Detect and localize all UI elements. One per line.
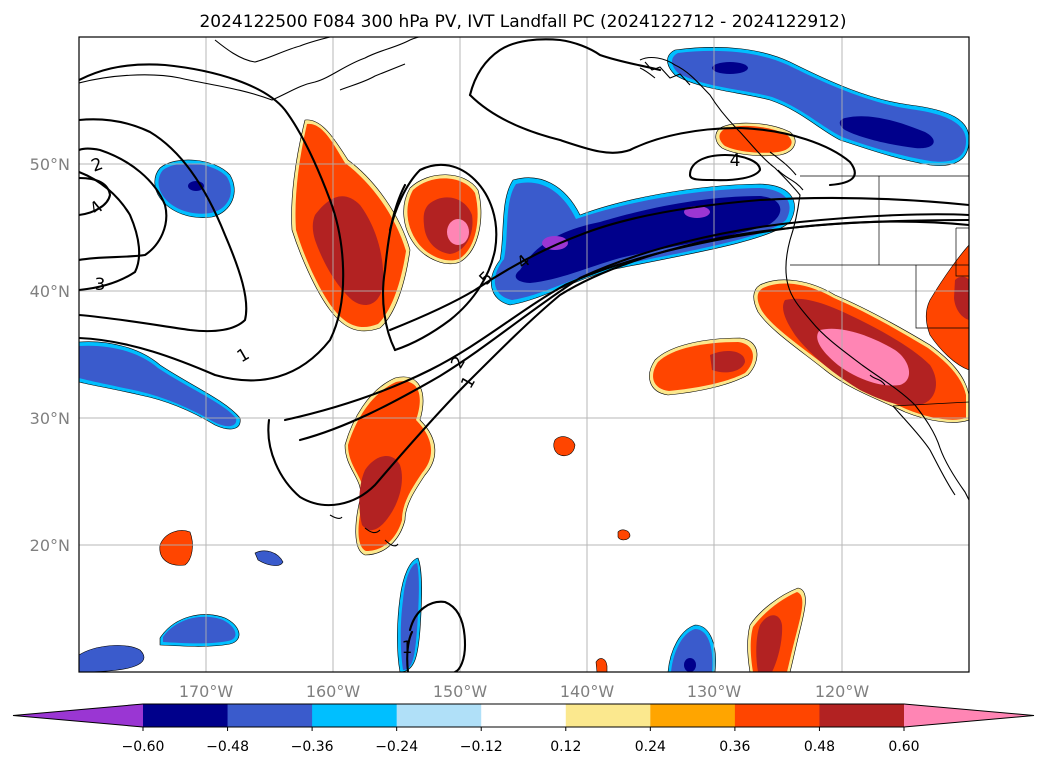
contour-2-west xyxy=(79,147,168,262)
colorbar-bin xyxy=(227,704,313,727)
negative-pv-regions xyxy=(79,47,969,672)
positive-pv-regions xyxy=(159,119,969,672)
contour-1-outer xyxy=(79,63,345,382)
negative-south-blue xyxy=(400,563,419,670)
negative-far-southwest-blue xyxy=(79,645,145,672)
positive-hawaii-darkred xyxy=(359,455,402,531)
colorbar-extend-high xyxy=(904,704,1034,727)
contour-jet-5 xyxy=(388,196,969,332)
positive-offshore-darkred xyxy=(710,350,745,373)
positive-small-2 xyxy=(553,436,576,456)
colorbar-bin xyxy=(650,704,736,727)
x-tick-label: 120°W xyxy=(815,682,870,701)
positive-small-4 xyxy=(595,658,608,672)
colorbar-extend-low xyxy=(13,704,143,727)
contour-south-inner xyxy=(406,630,414,672)
contour-jet-2 xyxy=(298,213,969,442)
colorbar-bin xyxy=(734,704,820,727)
contour-label: 4 xyxy=(730,151,741,171)
negative-small-1 xyxy=(254,550,284,566)
negative-jet-band-purple2 xyxy=(684,206,710,218)
contour-4-ne xyxy=(688,153,762,182)
borders xyxy=(790,175,969,407)
gridlines xyxy=(79,37,969,672)
contour-1-central-loop xyxy=(382,183,407,352)
colorbar-bin xyxy=(143,704,229,727)
x-tick-label: 140°W xyxy=(560,682,615,701)
contour-south-loop xyxy=(408,600,467,672)
map-frame xyxy=(78,36,970,673)
pv-contours xyxy=(79,38,969,672)
colorbar-tick-label: 0.36 xyxy=(719,739,750,755)
negative-jet-band-purple1 xyxy=(542,236,568,250)
x-tick-label: 130°W xyxy=(687,682,742,701)
positive-vancouver-red xyxy=(719,125,792,153)
y-tick-label: 20°N xyxy=(30,536,70,555)
colorbar-tick-label: 0.24 xyxy=(635,739,666,755)
colorbar-tick-label: −0.36 xyxy=(291,739,334,755)
contour-label: 3 xyxy=(95,275,106,295)
negative-gulf-alaska-navy2 xyxy=(839,116,934,149)
positive-north-central-pink xyxy=(447,219,469,245)
colorbar-bin xyxy=(819,704,905,727)
negative-south-east-blue xyxy=(671,629,713,672)
y-tick-label: 30°N xyxy=(30,409,70,428)
y-axis-ticks: 20°N 30°N 40°N 50°N xyxy=(30,155,70,555)
x-axis-ticks: 170°W 160°W 150°W 140°W 130°W 120°W xyxy=(179,682,870,701)
colorbar: −0.60 −0.48 −0.36 −0.24 −0.12 0.12 0.24 0.36 0.4… xyxy=(12,703,1035,755)
contour-3-west xyxy=(79,170,141,292)
negative-south-east-navy xyxy=(684,658,696,672)
colorbar-tick-label: 0.48 xyxy=(804,739,835,755)
positive-west-small xyxy=(159,530,193,566)
positive-west-central-darkred xyxy=(312,196,384,305)
contour-1-inner xyxy=(79,118,248,333)
y-tick-label: 40°N xyxy=(30,282,70,301)
x-tick-label: 150°W xyxy=(433,682,488,701)
positive-southeast-darkred xyxy=(756,615,783,672)
negative-west-south-blue xyxy=(79,345,237,427)
colorbar-tick-label: −0.48 xyxy=(206,739,249,755)
negative-south-west-blue xyxy=(163,616,236,644)
x-tick-label: 170°W xyxy=(179,682,234,701)
negative-gulf-alaska-navy1 xyxy=(712,62,748,74)
contour-4-west xyxy=(79,176,112,217)
colorbar-bin xyxy=(396,704,482,727)
colorbar-tick-label: 0.60 xyxy=(888,739,919,755)
colorbar-bin xyxy=(481,704,567,727)
positive-california-pink xyxy=(817,328,910,386)
y-tick-label: 50°N xyxy=(30,155,70,174)
contour-ne-2 xyxy=(468,93,856,187)
colorbar-tick-label: −0.60 xyxy=(122,739,165,755)
map-area: 1 1 1 2 2 3 4 4 4 5 xyxy=(79,37,969,672)
colorbar-tick-label: −0.24 xyxy=(375,739,418,755)
positive-california-east-darkred xyxy=(954,276,969,320)
chart-title: 2024122500 F084 300 hPa PV, IVT Landfall… xyxy=(199,12,846,32)
colorbar-tick-label: 0.12 xyxy=(550,739,581,755)
contour-label: 1 xyxy=(402,638,413,658)
colorbar-bin xyxy=(565,704,651,727)
colorbar-bin xyxy=(312,704,398,727)
x-tick-label: 160°W xyxy=(306,682,361,701)
contour-2-central xyxy=(388,163,498,352)
contour-north-loop xyxy=(468,38,662,97)
colorbar-tick-label: −0.12 xyxy=(460,739,503,755)
contour-1-southwest xyxy=(267,218,969,507)
positive-small-3 xyxy=(617,529,631,541)
